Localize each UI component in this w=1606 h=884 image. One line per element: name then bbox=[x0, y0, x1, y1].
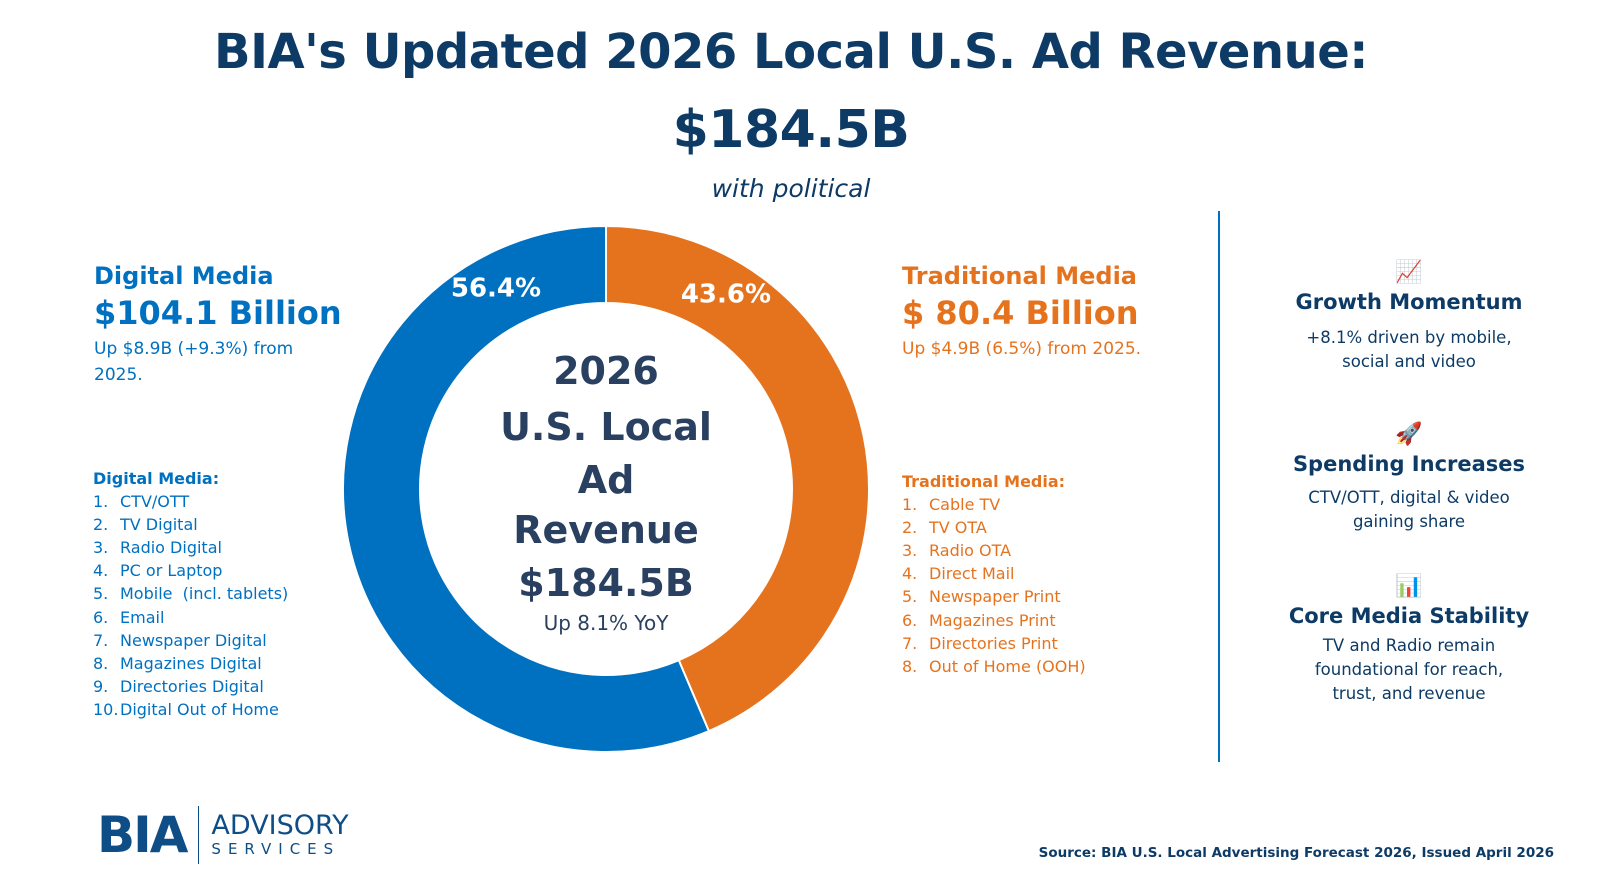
list-item: 1. CTV/OTT bbox=[93, 490, 288, 513]
list-number: 7. bbox=[93, 630, 109, 650]
traditional-list: Traditional Media: 1. Cable TV 2. TV OTA 3. R… bbox=[902, 470, 1086, 678]
chart-increasing-icon: 📈 bbox=[1395, 260, 1423, 285]
list-label: Mobile (incl. tablets) bbox=[120, 584, 289, 604]
list-item: 4. PC or Laptop bbox=[93, 559, 288, 582]
bia-logo: BIA ADVISORY SERVICES bbox=[97, 806, 349, 864]
source-note: Source: BIA U.S. Local Advertising Forec… bbox=[1038, 845, 1554, 861]
list-label: Directories Digital bbox=[120, 676, 264, 696]
traditional-list-heading: Traditional Media: bbox=[902, 472, 1066, 491]
list-item: 3. Radio OTA bbox=[902, 539, 1086, 562]
list-item: 8. Out of Home (OOH) bbox=[902, 655, 1086, 678]
center-total: $184.5B bbox=[518, 561, 694, 605]
donut-data-label: 56.4% bbox=[451, 274, 541, 304]
list-number: 2. bbox=[902, 518, 918, 538]
list-number: 9. bbox=[93, 676, 109, 696]
insight-title: Growth Momentum bbox=[1295, 290, 1523, 314]
list-label: Email bbox=[120, 607, 165, 627]
logo-line1: ADVISORY bbox=[211, 810, 349, 841]
list-label: Directories Print bbox=[929, 633, 1058, 653]
list-item: 9. Directories Digital bbox=[93, 675, 288, 698]
list-label: Cable TV bbox=[929, 495, 1001, 515]
list-label: PC or Laptop bbox=[120, 561, 223, 581]
list-number: 8. bbox=[93, 653, 109, 673]
list-label: Radio Digital bbox=[120, 538, 222, 558]
insight-text: CTV/OTT, digital & video gaining share bbox=[1308, 488, 1510, 531]
center-line: U.S. Local bbox=[500, 405, 712, 449]
list-number: 5. bbox=[93, 584, 109, 604]
list-number: 10. bbox=[93, 699, 119, 719]
list-item: 8. Magazines Digital bbox=[93, 652, 288, 675]
list-number: 1. bbox=[93, 492, 109, 512]
donut-center-text: 2026 U.S. Local Ad Revenue $184.5B Up 8.… bbox=[456, 343, 756, 635]
digital-list: Digital Media: 1. CTV/OTT 2. TV Digital 3. Ra… bbox=[93, 467, 288, 721]
list-number: 4. bbox=[93, 561, 109, 581]
list-item: 5. Newspaper Print bbox=[902, 585, 1086, 608]
center-line: Ad bbox=[577, 458, 635, 502]
list-item: 4. Direct Mail bbox=[902, 562, 1086, 585]
list-label: Magazines Digital bbox=[120, 653, 262, 673]
list-item: 7. Newspaper Digital bbox=[93, 629, 288, 652]
divider bbox=[1218, 211, 1220, 762]
list-item: 6. Email bbox=[93, 606, 288, 629]
digital-amount: $104.1 Billion bbox=[94, 294, 342, 332]
list-item: 7. Directories Print bbox=[902, 632, 1086, 655]
list-item: 3. Radio Digital bbox=[93, 536, 288, 559]
donut-data-label: 43.6% bbox=[681, 279, 771, 309]
list-label: CTV/OTT bbox=[120, 492, 190, 512]
list-item: 5. Mobile (incl. tablets) bbox=[93, 582, 288, 605]
list-label: TV OTA bbox=[929, 518, 987, 538]
donut-slice-traditional bbox=[605, 224, 870, 733]
list-label: Direct Mail bbox=[929, 564, 1015, 584]
list-number: 1. bbox=[902, 495, 918, 515]
list-item: 2. TV Digital bbox=[93, 513, 288, 536]
list-label: Magazines Print bbox=[929, 610, 1056, 630]
insight-stability: 📊 Core Media Stability TV and Radio rema… bbox=[1259, 574, 1559, 706]
traditional-amount: $ 80.4 Billion bbox=[902, 294, 1139, 332]
digital-change: Up $8.9B (+9.3%) from 2025. bbox=[94, 339, 294, 385]
digital-list-heading: Digital Media: bbox=[93, 469, 220, 488]
insight-title: Core Media Stability bbox=[1288, 604, 1530, 628]
list-number: 6. bbox=[902, 610, 918, 630]
digital-summary: Digital Media $104.1 Billion Up $8.9B (+… bbox=[94, 262, 342, 388]
list-label: Newspaper Print bbox=[929, 587, 1061, 607]
insight-text: +8.1% driven by mobile, social and video bbox=[1306, 328, 1512, 371]
center-subtext: Up 8.1% YoY bbox=[543, 611, 669, 635]
rocket-icon: 🚀 bbox=[1395, 422, 1423, 447]
list-label: TV Digital bbox=[120, 515, 198, 535]
center-line: 2026 bbox=[553, 349, 659, 393]
center-line: Revenue bbox=[513, 508, 699, 552]
list-label: Radio OTA bbox=[929, 541, 1012, 561]
traditional-heading: Traditional Media bbox=[902, 262, 1137, 290]
page-title: BIA's Updated 2026 Local U.S. Ad Revenue… bbox=[214, 24, 1369, 80]
list-item: 6. Magazines Print bbox=[902, 609, 1086, 632]
insight-text: TV and Radio remain foundational for rea… bbox=[1314, 636, 1504, 703]
list-item: 1. Cable TV bbox=[902, 493, 1086, 516]
list-number: 5. bbox=[902, 587, 918, 607]
insight-title: Spending Increases bbox=[1292, 452, 1526, 476]
list-number: 2. bbox=[93, 515, 109, 535]
insight-growth: 📈 Growth Momentum +8.1% driven by mobile… bbox=[1259, 260, 1559, 374]
bar-chart-icon: 📊 bbox=[1395, 574, 1423, 599]
list-number: 6. bbox=[93, 607, 109, 627]
page-title-total: $184.5B bbox=[672, 100, 910, 160]
insight-spending: 🚀 Spending Increases CTV/OTT, digital & … bbox=[1259, 422, 1559, 534]
list-number: 4. bbox=[902, 564, 918, 584]
list-number: 3. bbox=[93, 538, 109, 558]
traditional-change: Up $4.9B (6.5%) from 2025. bbox=[902, 339, 1142, 359]
traditional-summary: Traditional Media $ 80.4 Billion Up $4.9… bbox=[902, 262, 1141, 362]
list-label: Newspaper Digital bbox=[120, 630, 267, 650]
digital-heading: Digital Media bbox=[94, 262, 274, 290]
list-item: 10.Digital Out of Home bbox=[93, 698, 288, 721]
list-item: 2. TV OTA bbox=[902, 516, 1086, 539]
donut-slice-digital bbox=[342, 224, 711, 753]
list-label: Out of Home (OOH) bbox=[929, 656, 1086, 676]
page-subtitle: with political bbox=[711, 174, 871, 203]
list-label: Digital Out of Home bbox=[120, 699, 279, 719]
list-number: 8. bbox=[902, 656, 918, 676]
logo-line2: SERVICES bbox=[211, 840, 341, 858]
list-number: 3. bbox=[902, 541, 918, 561]
list-number: 7. bbox=[902, 633, 918, 653]
logo-brand: BIA bbox=[97, 806, 188, 864]
